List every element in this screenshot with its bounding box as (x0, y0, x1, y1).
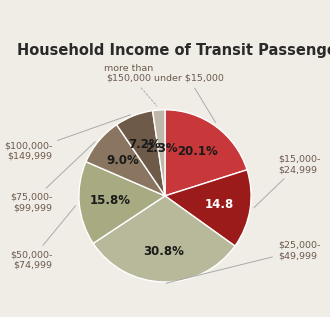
Wedge shape (116, 111, 165, 196)
Text: more than
$150,000: more than $150,000 (104, 64, 157, 106)
Text: 14.8: 14.8 (205, 198, 234, 211)
Text: 7.2%: 7.2% (129, 138, 161, 151)
Wedge shape (165, 170, 251, 246)
Text: $25,000-
$49,999: $25,000- $49,999 (166, 241, 320, 283)
Text: $75,000-
$99,999: $75,000- $99,999 (10, 142, 95, 212)
Text: 2.3%: 2.3% (145, 142, 178, 155)
Wedge shape (93, 196, 235, 282)
Text: Household Income of Transit Passengers: Household Income of Transit Passengers (17, 43, 330, 58)
Text: 30.8%: 30.8% (144, 245, 184, 258)
Wedge shape (165, 110, 247, 196)
Text: under $15,000: under $15,000 (154, 74, 224, 122)
Wedge shape (79, 162, 165, 243)
Wedge shape (86, 125, 165, 196)
Text: $100,000-
$149,999: $100,000- $149,999 (4, 115, 130, 161)
Text: $50,000-
$74,999: $50,000- $74,999 (10, 206, 76, 270)
Text: 20.1%: 20.1% (178, 145, 218, 158)
Wedge shape (152, 110, 165, 196)
Text: 9.0%: 9.0% (106, 154, 139, 167)
Text: 15.8%: 15.8% (89, 194, 130, 207)
Text: $15,000-
$24,999: $15,000- $24,999 (254, 155, 320, 208)
